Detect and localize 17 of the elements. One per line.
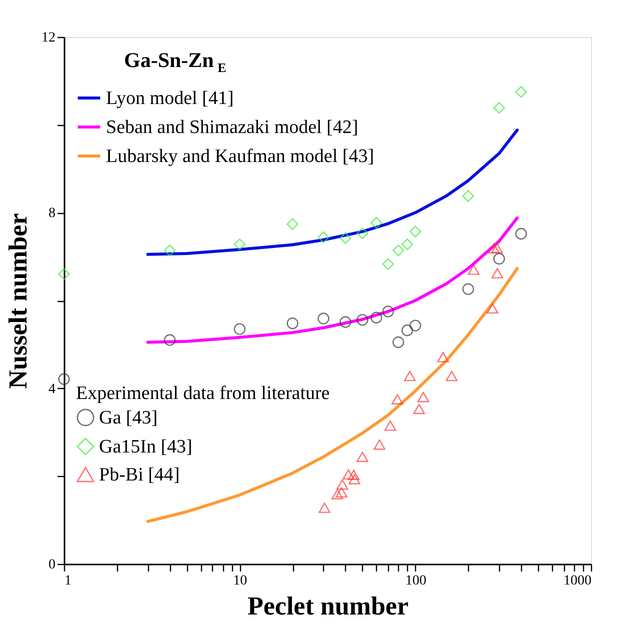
legend-label: Ga [43]: [99, 408, 158, 428]
legend-label: Pb-Bi [44]: [99, 464, 180, 486]
x-axis-title: Peclet number: [247, 592, 409, 620]
legend-label: Seban and Shimazaki model [42]: [106, 117, 358, 138]
y-tick-label: 8: [48, 206, 56, 222]
legend-label: Ga15In [43]: [99, 436, 192, 458]
x-tick-label: 1000: [564, 574, 592, 588]
legend-label: Lyon model [41]: [106, 88, 234, 109]
x-tick-label: 100: [405, 574, 426, 588]
y-tick-label: 12: [42, 30, 56, 46]
legend-title: Experimental data from literature: [76, 383, 330, 404]
y-tick-label: 4: [48, 382, 56, 397]
y-axis-title: Nusselt number: [4, 213, 32, 389]
x-tick-label: 10: [233, 574, 248, 588]
y-tick-label: 0: [48, 558, 56, 572]
x-tick-label: 1: [64, 574, 72, 588]
legend-label: Lubarsky and Kaufman model [43]: [106, 146, 374, 167]
